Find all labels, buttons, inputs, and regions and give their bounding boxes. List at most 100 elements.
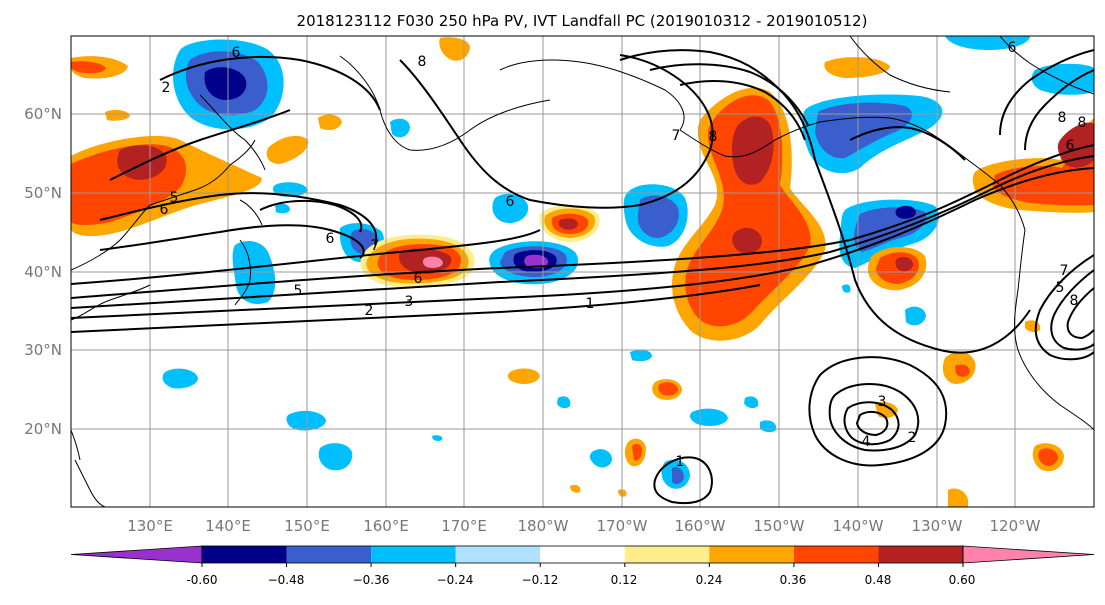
colorbar-segment xyxy=(793,546,879,563)
pv-anomaly-negative xyxy=(318,443,353,471)
map-frame xyxy=(70,35,1095,508)
pv-anomaly-positive xyxy=(632,443,642,461)
colorbar-segment xyxy=(286,546,372,563)
pv-anomaly-negative xyxy=(744,396,759,409)
contour-label: 2 xyxy=(365,303,374,319)
pv-anomaly-positive xyxy=(1057,122,1094,168)
lon-label: 160°W xyxy=(675,517,726,535)
lon-label: 130°W xyxy=(912,517,963,535)
lat-label: 40°N xyxy=(24,263,62,281)
contour-label: 1 xyxy=(676,454,685,470)
pv-anomaly-negative xyxy=(589,449,612,468)
contour-label: 8 xyxy=(1058,110,1067,126)
contour-label: 8 xyxy=(1078,115,1087,131)
colorbar-tick-label: −0.12 xyxy=(522,573,559,587)
contour-label: 6 xyxy=(506,194,515,210)
colorbar-segment xyxy=(540,546,625,563)
contour-label: 6 xyxy=(1008,40,1017,56)
pv-anomaly-positive xyxy=(732,227,762,254)
pv-anomaly-positive xyxy=(570,484,581,493)
lat-label: 50°N xyxy=(24,184,62,202)
pv-anomaly-positive xyxy=(955,364,970,377)
pv-anomaly-positive xyxy=(732,116,774,185)
pv-anomaly-positive xyxy=(558,218,578,230)
contour-labels: 6 2 8 6 5 6 7 5 6 3 2 1 7 8 6 1 3 4 2 8 … xyxy=(160,40,1087,470)
pv-anomaly-negative xyxy=(275,203,290,214)
colorbar-segments xyxy=(70,545,1095,564)
contour-label: 8 xyxy=(1070,293,1079,309)
contour-label: 6 xyxy=(160,202,169,218)
lon-label: 180°W xyxy=(518,517,569,535)
pv-anomaly-positive xyxy=(71,61,106,74)
colorbar-tick-label: 0.12 xyxy=(611,573,638,587)
colorbar-tick-label: −0.48 xyxy=(268,573,305,587)
pv-anomaly-negative xyxy=(895,205,916,219)
pv-anomaly-negative xyxy=(162,368,198,389)
lon-label: 130°E xyxy=(127,517,173,535)
contour-label: 7 xyxy=(371,238,380,254)
pv-anomaly-positive xyxy=(1038,448,1058,466)
colorbar-tick-labels: -0.60 −0.48 −0.36 −0.24 −0.12 0.12 0.24 … xyxy=(186,573,975,587)
latitude-labels: 60°N 50°N 40°N 30°N 20°N xyxy=(24,105,62,438)
pv-anomaly-negative xyxy=(390,118,410,138)
colorbar-extend-max xyxy=(962,545,1095,564)
contour-label: 5 xyxy=(294,283,303,299)
lon-label: 160°E xyxy=(363,517,409,535)
contour-label: 3 xyxy=(405,294,414,310)
contour-label: 4 xyxy=(862,434,871,450)
colorbar-tick-label: −0.36 xyxy=(353,573,390,587)
contour-label: 7 xyxy=(1060,263,1069,279)
pv-anomaly-negative xyxy=(1031,63,1094,95)
colorbar-ticks xyxy=(201,563,964,567)
pv-anomaly-positive xyxy=(105,109,130,121)
colorbar-segment xyxy=(202,546,287,563)
pv-anomaly-negative xyxy=(689,408,728,426)
lon-label: 150°E xyxy=(284,517,330,535)
pv-anomaly-negative xyxy=(204,67,247,100)
contour-label: 5 xyxy=(1056,280,1065,296)
pv-anomaly-negative xyxy=(905,306,926,326)
pv-anomaly-negative xyxy=(672,467,684,485)
pv-anomaly-negative xyxy=(524,254,549,269)
contour-label: 2 xyxy=(908,430,917,446)
contour-label: 8 xyxy=(418,54,427,70)
contour-label: 3 xyxy=(878,394,887,410)
pv-anomaly-positive xyxy=(439,37,470,61)
colorbar-segment xyxy=(878,546,963,563)
pv-anomaly-negative xyxy=(842,284,851,293)
contours xyxy=(71,49,1094,505)
lat-label: 60°N xyxy=(24,105,62,123)
colorbar-segment xyxy=(624,546,710,563)
contour-label: 6 xyxy=(232,45,241,61)
pv-anomaly-negative xyxy=(557,396,571,409)
colorbar-extend-min xyxy=(70,545,203,564)
colorbar-segment xyxy=(455,546,541,563)
colorbar-segment xyxy=(371,546,456,563)
lon-label: 140°W xyxy=(833,517,884,535)
pv-anomaly-negative xyxy=(492,193,529,224)
pv-anomaly-negative xyxy=(630,349,652,362)
pv-anomaly-positive xyxy=(948,488,968,507)
pv-anomaly-positive xyxy=(266,135,309,164)
figure-title: 2018123112 F030 250 hPa PV, IVT Landfall… xyxy=(297,12,868,30)
pv-anomaly-negative xyxy=(286,410,326,431)
graticule xyxy=(71,36,1094,507)
colorbar-tick-label: -0.60 xyxy=(186,573,217,587)
pv-anomaly-negative xyxy=(432,435,443,441)
lon-label: 150°W xyxy=(754,517,805,535)
pv-anomaly-positive xyxy=(422,256,443,268)
contour-label: 5 xyxy=(170,190,179,206)
colorbar-outline xyxy=(201,545,964,564)
contour-label: 6 xyxy=(1066,138,1075,154)
lon-label: 170°E xyxy=(441,517,487,535)
contour-label: 6 xyxy=(414,271,423,287)
colorbar-tick-label: 0.48 xyxy=(865,573,892,587)
lon-label: 120°W xyxy=(990,517,1041,535)
pv-anomaly-positive xyxy=(658,382,678,396)
longitude-labels: 130°E 140°E 150°E 160°E 170°E 180°W 170°… xyxy=(127,517,1040,535)
pv-anomaly-positive xyxy=(895,256,913,272)
lon-label: 170°W xyxy=(597,517,648,535)
colorbar-segment xyxy=(709,546,794,563)
pv-anomaly-negative xyxy=(815,102,913,159)
